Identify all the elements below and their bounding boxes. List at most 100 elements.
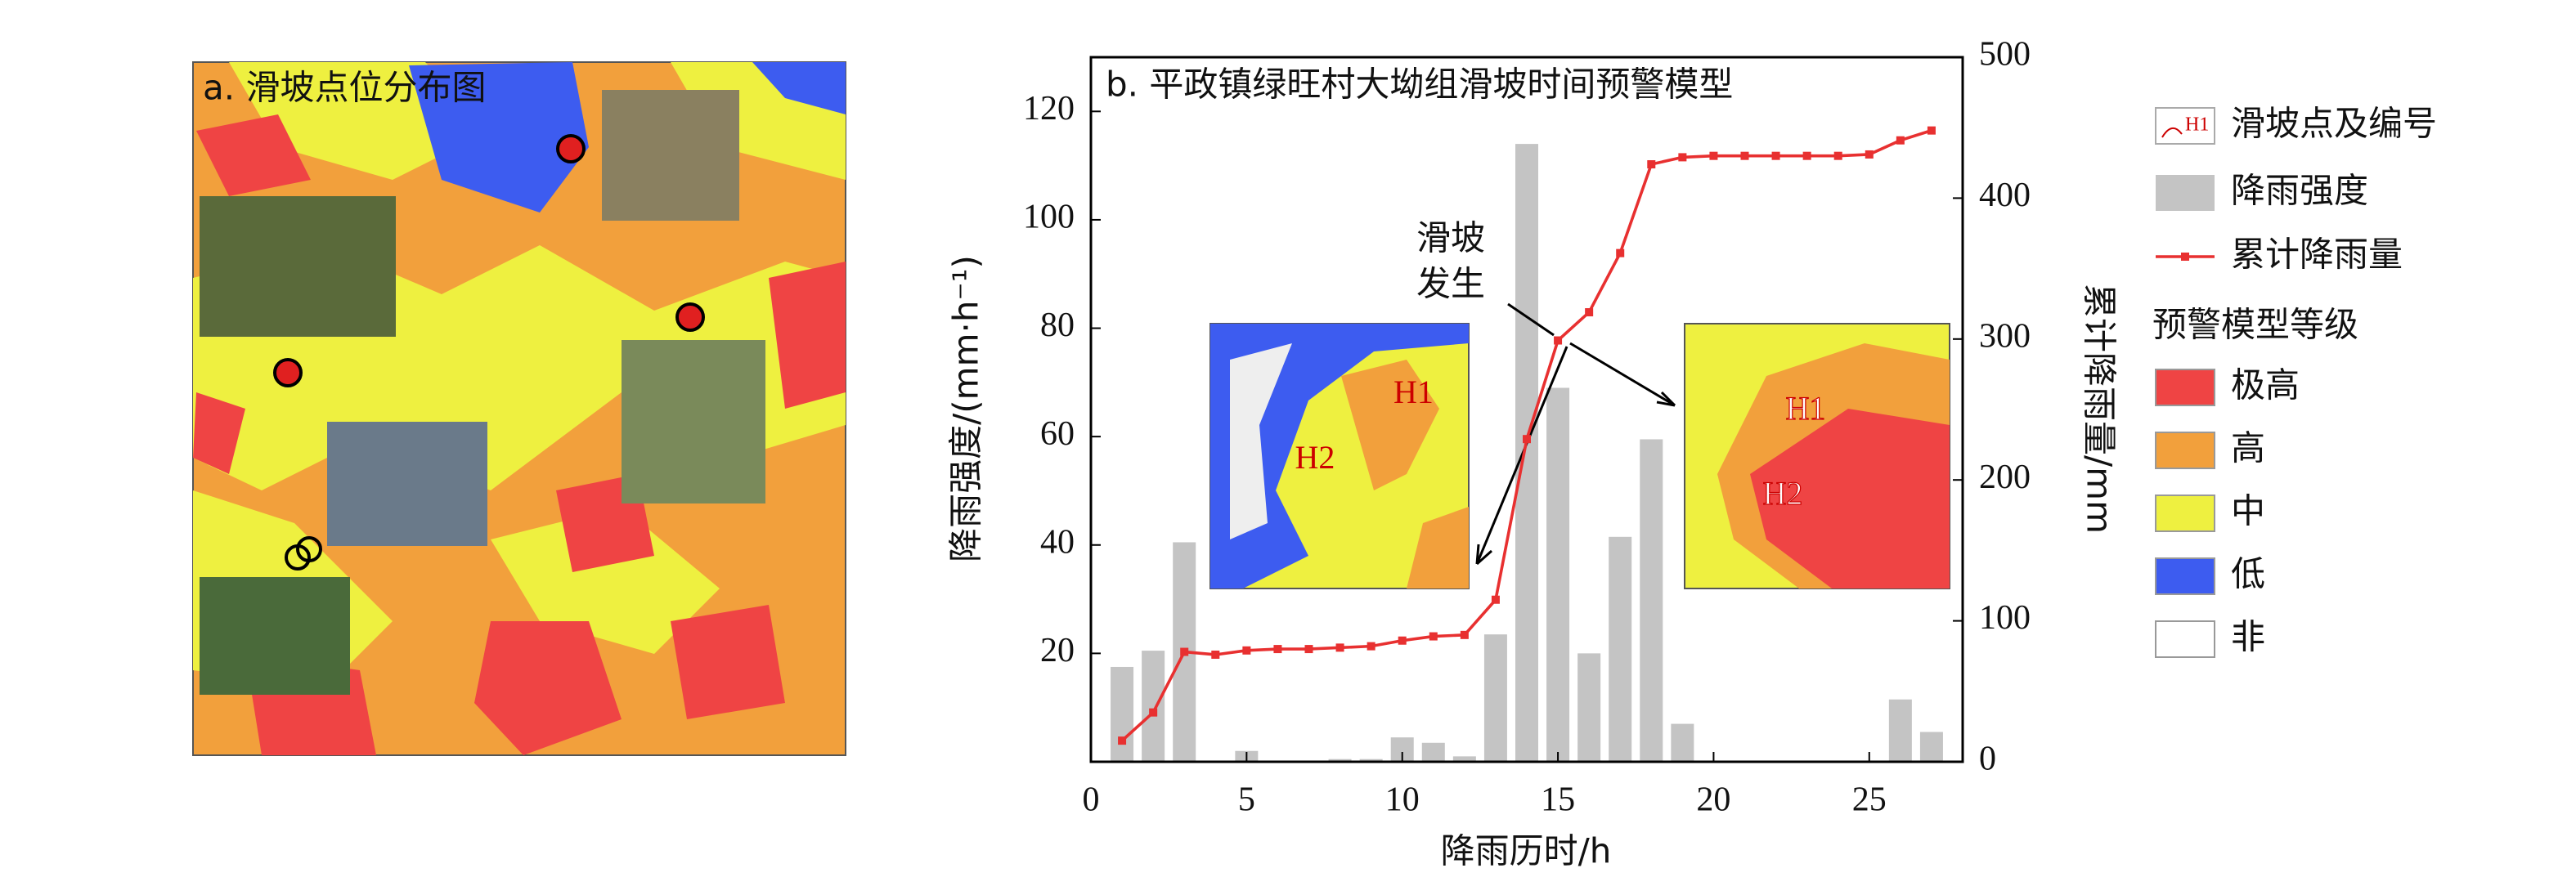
bar (1111, 666, 1134, 762)
legend-swatch (2155, 369, 2215, 406)
y2-tick-label: 400 (1979, 177, 2031, 214)
legend-swatch (2155, 432, 2215, 469)
annotation: 滑坡 (1416, 218, 1485, 258)
x-axis-label: 降雨历时/h (1441, 831, 1612, 871)
map-zone (1341, 360, 1439, 490)
inset-label: H1 (1393, 374, 1434, 410)
legend-label: 中 (2231, 491, 2265, 531)
photo (327, 422, 487, 546)
bar (1452, 756, 1476, 762)
y-tick-label: 80 (1040, 307, 1075, 344)
y-tick-label: 60 (1040, 415, 1075, 453)
line-marker (1398, 636, 1407, 645)
legend-icon-label: H1 (2185, 114, 2209, 136)
bar (1640, 439, 1663, 762)
map-zone (671, 605, 785, 719)
line-marker (1554, 336, 1563, 345)
x-tick-label: 5 (1238, 781, 1255, 819)
line-marker (1740, 151, 1749, 160)
y-tick-label: 120 (1023, 90, 1075, 128)
map-zone (196, 114, 311, 196)
legend: H1 滑坡点及编号 预警模型等级 (2152, 104, 2437, 345)
bar (1142, 651, 1165, 762)
inset-label: H2 (1295, 439, 1335, 476)
line-marker (1585, 308, 1594, 317)
y-tick-label: 20 (1040, 632, 1075, 669)
map-zone (193, 392, 245, 474)
map-zone (1407, 507, 1469, 588)
line-marker (1896, 136, 1905, 145)
line-marker (1180, 647, 1189, 656)
landslide-point (675, 302, 705, 332)
line-marker (1927, 126, 1936, 135)
y2-tick-label: 500 (1979, 36, 2031, 74)
arrow (1475, 346, 1568, 565)
map-zone (1230, 343, 1292, 539)
bar (1421, 742, 1445, 762)
bar (1546, 387, 1570, 762)
photo (602, 90, 739, 221)
landslide-point (296, 536, 322, 562)
line-marker (1771, 151, 1780, 160)
bar (1919, 732, 1943, 762)
legend-swatch (2156, 175, 2215, 211)
line-marker (1118, 736, 1127, 745)
legend-swatch (2181, 253, 2189, 261)
y-tick-label: 40 (1040, 523, 1075, 561)
inset-right: H1 H2 (1684, 323, 1950, 589)
legend-label: 累计降雨量 (2231, 235, 2403, 275)
line-marker (1273, 645, 1282, 654)
map-zone (769, 262, 846, 409)
inset-label: H1 (1786, 390, 1826, 427)
y-axis-label: 降雨强度/(mm·h⁻¹) (946, 255, 986, 562)
line-marker (1833, 151, 1842, 160)
legend-title: 预警模型等级 (2152, 305, 2358, 345)
x-tick-label: 10 (1385, 781, 1420, 819)
line-marker (1149, 708, 1158, 717)
bar (1671, 723, 1694, 762)
map-zone (491, 507, 720, 654)
bar (1483, 634, 1507, 762)
arrow (1507, 302, 1555, 337)
bar (1515, 144, 1538, 763)
legend-label: 降雨强度 (2231, 171, 2368, 211)
legend-label: 滑坡点及编号 (2231, 104, 2437, 144)
plot-frame (1089, 56, 1964, 763)
bar (1328, 759, 1352, 762)
line-marker (1335, 643, 1344, 652)
y2-tick-label: 100 (1979, 599, 2031, 637)
x-tick-label: 25 (1852, 781, 1887, 819)
x-tick-label: 20 (1696, 781, 1730, 819)
line-marker (1460, 630, 1469, 639)
line-marker (1647, 160, 1656, 169)
map-zone (474, 621, 622, 755)
line-marker (1709, 151, 1718, 160)
line-marker (1304, 645, 1313, 654)
y2-axis-label: 累计降雨量/mm (2080, 284, 2120, 534)
x-tick-label: 0 (1083, 781, 1100, 819)
line-marker (1523, 435, 1531, 444)
photo (200, 196, 396, 337)
chart-title: b. 平政镇绿旺村大坳组滑坡时间预警模型 (1106, 65, 1733, 105)
photo (622, 340, 765, 503)
line-marker (1616, 248, 1625, 257)
annotation: 发生 (1416, 264, 1485, 304)
legend-swatch (2155, 557, 2215, 595)
legend-label: 低 (2231, 554, 2265, 594)
legend-swatch (2155, 620, 2215, 658)
map-zone (1210, 324, 1469, 588)
legend-icon (2155, 107, 2215, 145)
landslide-point (273, 358, 303, 387)
map: a. 滑坡点位分布图 (192, 61, 846, 756)
map-zone (409, 62, 589, 213)
map-zone (752, 62, 846, 114)
legend-swatch (2155, 494, 2215, 532)
bar (1359, 759, 1383, 762)
line-marker (1211, 650, 1220, 659)
y2-tick-label: 200 (1979, 459, 2031, 496)
y2-tick-label: 300 (1979, 317, 2031, 355)
line-marker (1429, 632, 1438, 641)
map-zone (1750, 409, 1950, 588)
arrows (1475, 302, 1676, 566)
